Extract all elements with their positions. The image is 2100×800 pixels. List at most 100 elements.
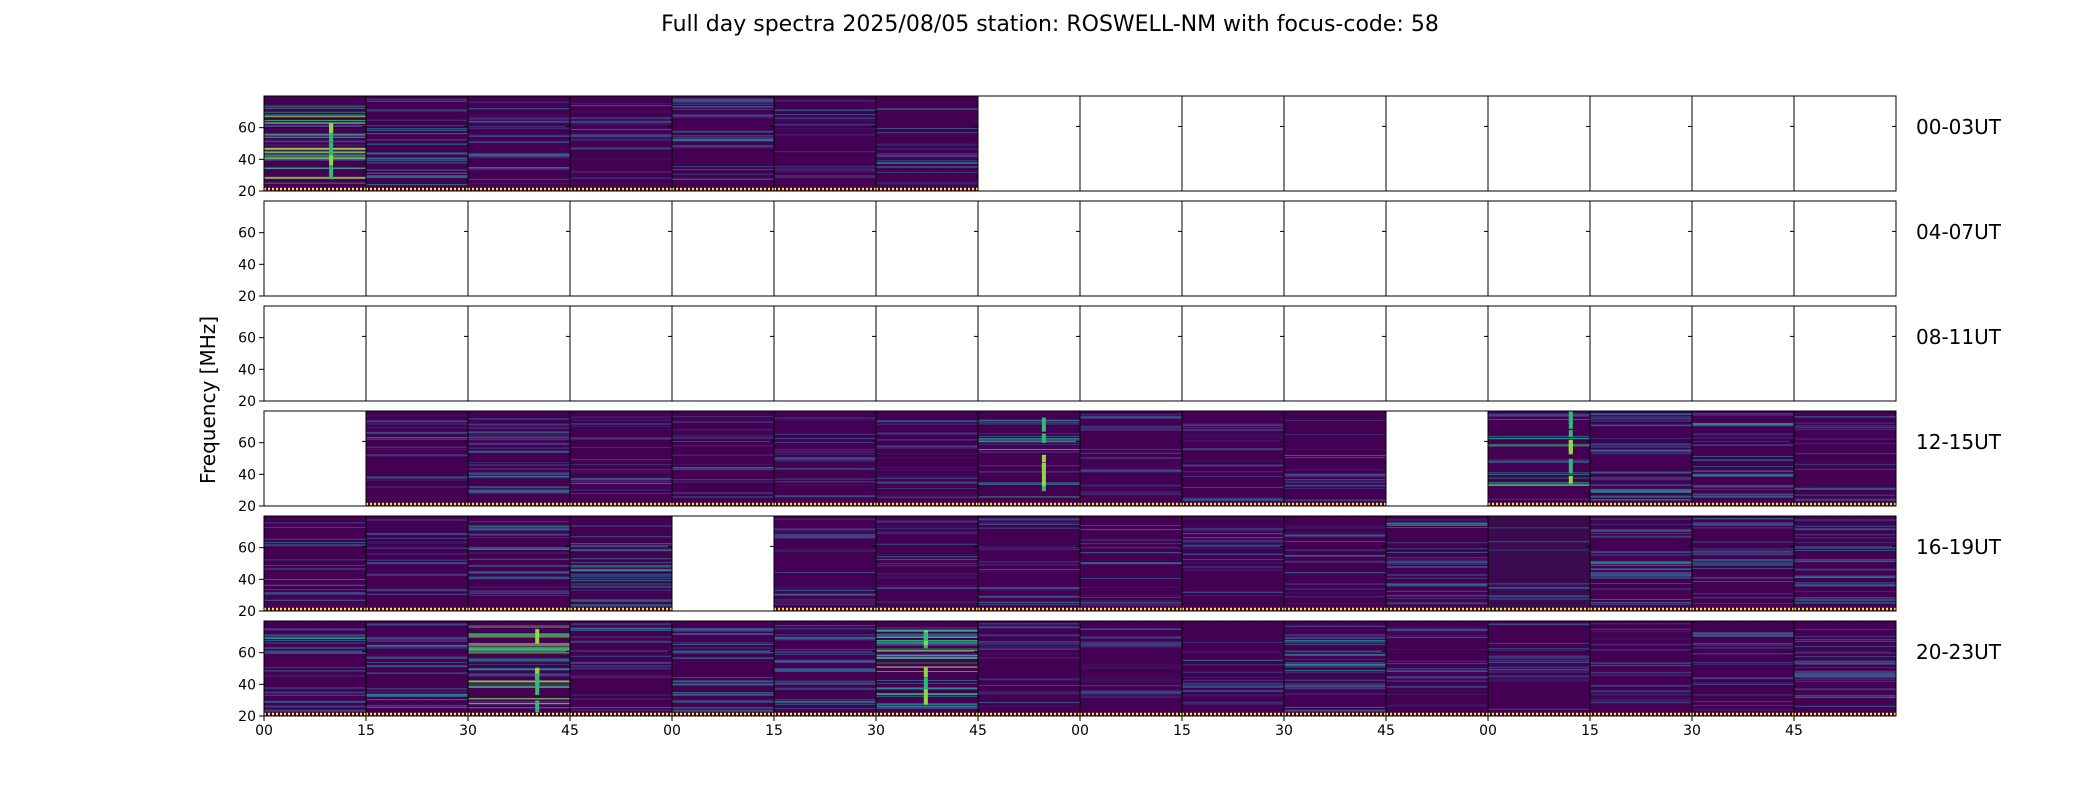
spectral-line [1590, 449, 1692, 452]
spectral-line [366, 100, 468, 102]
spectral-line [978, 523, 1080, 525]
spectrum-panel [1284, 621, 1386, 716]
spectral-line [672, 138, 774, 140]
spectral-line [1284, 434, 1386, 436]
spectral-line [1692, 653, 1794, 655]
spectral-line [876, 477, 978, 479]
spectral-line [366, 646, 468, 648]
panel-border [1691, 200, 1795, 297]
spectral-line [774, 484, 876, 486]
spectral-line [468, 491, 570, 493]
spectral-line [264, 691, 366, 693]
spectral-line [1794, 422, 1896, 424]
spectral-line [1590, 598, 1692, 600]
spectral-line [468, 701, 570, 703]
spectral-line [1386, 694, 1488, 696]
spectral-line [1692, 550, 1794, 553]
spectral-line [1284, 671, 1386, 673]
spectral-line [468, 527, 570, 529]
spectral-line [570, 416, 672, 418]
spectral-line [468, 633, 570, 636]
spectral-line [570, 139, 672, 141]
spectral-line [774, 628, 876, 630]
spectral-line [1590, 604, 1692, 606]
spectral-line [876, 627, 978, 629]
spectral-line [468, 134, 570, 136]
spectral-line [672, 98, 774, 101]
spectral-line [1386, 669, 1488, 672]
spectral-line [570, 183, 672, 185]
spectral-line [1488, 677, 1590, 680]
spectral-line [570, 447, 672, 449]
spectral-line [978, 561, 1080, 563]
spectral-line [774, 708, 876, 710]
row-label: 04-07UT [1916, 220, 2002, 244]
spectral-line [570, 567, 672, 569]
panel-border [263, 305, 367, 402]
spectral-line [264, 526, 366, 528]
panel-border [1793, 95, 1897, 192]
spectral-line [876, 423, 978, 425]
spectral-line [1182, 595, 1284, 597]
spectral-line [978, 705, 1080, 707]
spectral-line [978, 623, 1080, 625]
spectral-line [1386, 563, 1488, 565]
spectral-line [366, 432, 468, 434]
spectral-line [1590, 451, 1692, 453]
spectral-line [1590, 602, 1692, 604]
spectral-line [774, 461, 876, 463]
spectral-line [774, 581, 876, 583]
spectral-line [1590, 499, 1692, 501]
spectral-line [1692, 554, 1794, 556]
spectral-line [1080, 643, 1182, 646]
spectral-line [570, 536, 672, 538]
spectral-line [468, 594, 570, 596]
spectral-line [1182, 429, 1284, 431]
spectral-line [978, 465, 1080, 467]
spectral-line [672, 437, 774, 440]
spectral-line [570, 138, 672, 140]
spectral-line [366, 420, 468, 423]
spectral-line [1590, 535, 1692, 538]
spectral-line [978, 422, 1080, 424]
spectral-line [1794, 640, 1896, 642]
spectral-line [1284, 634, 1386, 637]
spectral-line [1182, 695, 1284, 697]
spectral-line [1590, 495, 1692, 498]
spectral-line [1284, 709, 1386, 712]
spectral-line [1284, 663, 1386, 666]
spectral-line [366, 672, 468, 674]
spectral-line [366, 415, 468, 417]
spectral-line [1284, 525, 1386, 527]
spectral-line [1182, 537, 1284, 539]
spectral-line [1488, 477, 1590, 479]
spectral-line [1284, 540, 1386, 542]
spectral-line [978, 678, 1080, 681]
spectral-line [774, 689, 876, 691]
spectral-line [1590, 551, 1692, 554]
spectral-line [1386, 590, 1488, 592]
spectral-line [1794, 534, 1896, 536]
spectral-line [876, 420, 978, 423]
spectral-line [774, 600, 876, 602]
spectral-line [570, 482, 672, 484]
spectral-line [1284, 473, 1386, 476]
spectral-line [468, 537, 570, 539]
spectrum-panel [570, 516, 672, 611]
spectral-line [570, 558, 672, 560]
panel-border [263, 410, 367, 507]
spectral-line [1692, 470, 1794, 472]
spectral-line [264, 628, 366, 631]
panel-border [977, 200, 1081, 297]
spectral-line [1386, 704, 1488, 707]
spectral-line [978, 518, 1080, 521]
spectral-line [1182, 682, 1284, 684]
spectral-line [1692, 437, 1794, 439]
spectral-line [468, 625, 570, 627]
spectral-line [672, 683, 774, 686]
spectral-line [1794, 628, 1896, 630]
spectral-line [1386, 583, 1488, 586]
spectral-line [876, 160, 978, 162]
panel-border [1691, 305, 1795, 402]
spectrum-panel [1590, 621, 1692, 716]
